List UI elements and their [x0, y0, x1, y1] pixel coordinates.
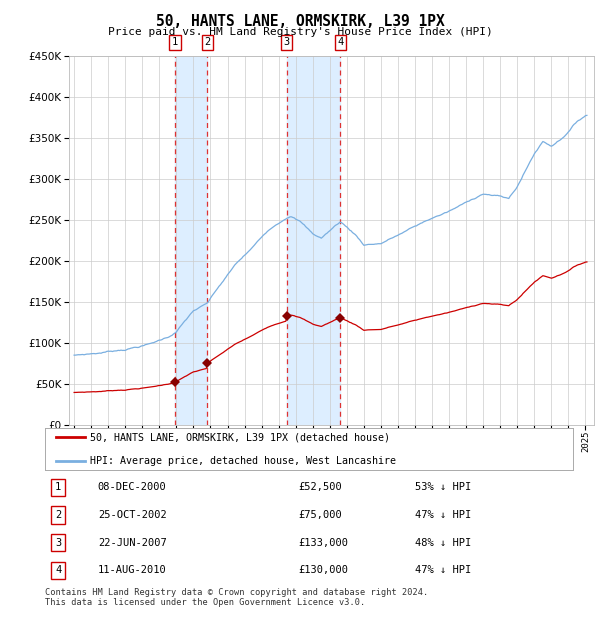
- Text: 2: 2: [204, 37, 211, 48]
- Text: 50, HANTS LANE, ORMSKIRK, L39 1PX (detached house): 50, HANTS LANE, ORMSKIRK, L39 1PX (detac…: [90, 432, 390, 442]
- Text: £75,000: £75,000: [298, 510, 342, 520]
- Bar: [175, 56, 207, 425]
- Text: 22-JUN-2007: 22-JUN-2007: [98, 538, 167, 547]
- Text: 08-DEC-2000: 08-DEC-2000: [98, 482, 167, 492]
- Text: 48% ↓ HPI: 48% ↓ HPI: [415, 538, 471, 547]
- Text: Contains HM Land Registry data © Crown copyright and database right 2024.
This d: Contains HM Land Registry data © Crown c…: [45, 588, 428, 607]
- Text: 11-AUG-2010: 11-AUG-2010: [98, 565, 167, 575]
- Text: 1: 1: [55, 482, 61, 492]
- Text: 4: 4: [337, 37, 343, 48]
- Text: £130,000: £130,000: [298, 565, 349, 575]
- Text: 2: 2: [55, 510, 61, 520]
- Text: 1: 1: [172, 37, 178, 48]
- Text: Price paid vs. HM Land Registry's House Price Index (HPI): Price paid vs. HM Land Registry's House …: [107, 27, 493, 37]
- Text: HPI: Average price, detached house, West Lancashire: HPI: Average price, detached house, West…: [90, 456, 396, 466]
- Text: £52,500: £52,500: [298, 482, 342, 492]
- Text: 4: 4: [55, 565, 61, 575]
- Text: 3: 3: [284, 37, 290, 48]
- Text: 53% ↓ HPI: 53% ↓ HPI: [415, 482, 471, 492]
- Text: 25-OCT-2002: 25-OCT-2002: [98, 510, 167, 520]
- Text: 3: 3: [55, 538, 61, 547]
- Text: 47% ↓ HPI: 47% ↓ HPI: [415, 565, 471, 575]
- Text: £133,000: £133,000: [298, 538, 349, 547]
- Text: 47% ↓ HPI: 47% ↓ HPI: [415, 510, 471, 520]
- Bar: [287, 56, 340, 425]
- Text: 50, HANTS LANE, ORMSKIRK, L39 1PX: 50, HANTS LANE, ORMSKIRK, L39 1PX: [155, 14, 445, 29]
